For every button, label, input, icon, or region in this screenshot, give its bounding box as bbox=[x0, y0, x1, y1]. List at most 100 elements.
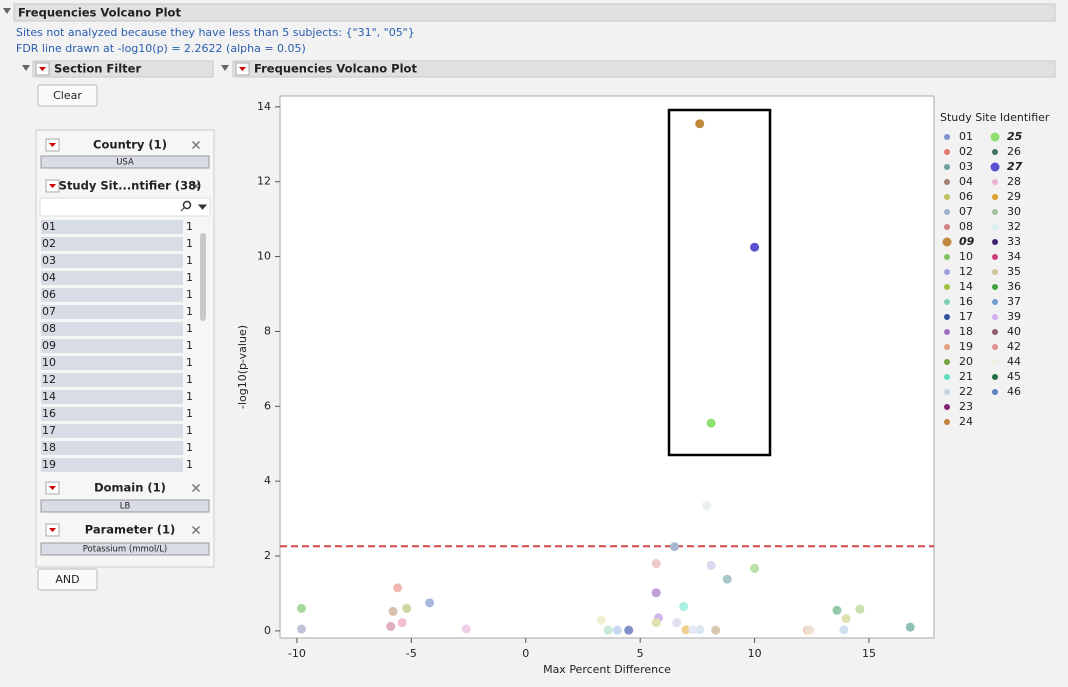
legend-label[interactable]: 46 bbox=[1007, 385, 1021, 398]
legend-label[interactable]: 39 bbox=[1007, 310, 1021, 323]
data-point[interactable] bbox=[670, 542, 680, 552]
data-point[interactable] bbox=[297, 603, 307, 613]
legend-label[interactable]: 32 bbox=[1007, 220, 1021, 233]
disclosure-icon[interactable] bbox=[221, 65, 229, 71]
close-button[interactable] bbox=[191, 181, 201, 191]
legend-label[interactable]: 06 bbox=[959, 190, 973, 203]
list-item[interactable] bbox=[41, 373, 183, 387]
and-button[interactable] bbox=[37, 568, 98, 591]
legend-label[interactable]: 20 bbox=[959, 355, 973, 368]
clear-button[interactable] bbox=[37, 84, 98, 107]
data-point[interactable] bbox=[393, 583, 403, 593]
list-item[interactable] bbox=[41, 356, 183, 370]
list-item[interactable] bbox=[41, 305, 183, 319]
scrollbar-thumb[interactable] bbox=[200, 233, 206, 321]
legend-label[interactable]: 01 bbox=[959, 130, 973, 143]
data-point[interactable] bbox=[402, 603, 412, 613]
close-button[interactable] bbox=[191, 140, 201, 150]
list-item[interactable] bbox=[41, 220, 183, 234]
legend-label[interactable]: 07 bbox=[959, 205, 973, 218]
data-point[interactable] bbox=[679, 602, 689, 612]
list-item[interactable] bbox=[41, 407, 183, 421]
legend-label[interactable]: 28 bbox=[1007, 175, 1021, 188]
list-item[interactable] bbox=[41, 339, 183, 353]
data-point[interactable] bbox=[397, 618, 407, 628]
list-item[interactable] bbox=[41, 271, 183, 285]
legend-label[interactable]: 44 bbox=[1007, 355, 1021, 368]
data-point[interactable] bbox=[706, 560, 716, 570]
data-point[interactable] bbox=[695, 119, 705, 129]
legend-label[interactable]: 34 bbox=[1007, 250, 1021, 263]
data-point[interactable] bbox=[672, 618, 682, 628]
legend-label[interactable]: 14 bbox=[959, 280, 973, 293]
section-header[interactable] bbox=[232, 60, 1056, 78]
data-point[interactable] bbox=[624, 625, 634, 635]
legend-label[interactable]: 25 bbox=[1007, 130, 1023, 143]
data-point[interactable] bbox=[805, 625, 815, 635]
legend-label[interactable]: 24 bbox=[959, 415, 973, 428]
data-point[interactable] bbox=[386, 621, 396, 631]
legend-label[interactable]: 40 bbox=[1007, 325, 1021, 338]
legend-label[interactable]: 08 bbox=[959, 220, 973, 233]
data-point[interactable] bbox=[750, 563, 760, 573]
legend-label[interactable]: 27 bbox=[1007, 160, 1023, 173]
data-point[interactable] bbox=[706, 418, 716, 428]
legend-label[interactable]: 36 bbox=[1007, 280, 1021, 293]
legend-label[interactable]: 22 bbox=[959, 385, 973, 398]
legend-label[interactable]: 45 bbox=[1007, 370, 1021, 383]
legend-label[interactable]: 10 bbox=[959, 250, 973, 263]
list-item[interactable] bbox=[41, 458, 183, 472]
data-point[interactable] bbox=[388, 606, 398, 616]
legend-label[interactable]: 30 bbox=[1007, 205, 1021, 218]
disclosure-icon[interactable] bbox=[22, 65, 30, 71]
list-item[interactable] bbox=[41, 254, 183, 268]
legend-label[interactable]: 02 bbox=[959, 145, 973, 158]
legend-label[interactable]: 37 bbox=[1007, 295, 1021, 308]
data-point[interactable] bbox=[832, 605, 842, 615]
list-item[interactable] bbox=[41, 441, 183, 455]
data-point[interactable] bbox=[612, 625, 622, 635]
data-point[interactable] bbox=[603, 625, 613, 635]
data-point[interactable] bbox=[425, 598, 435, 608]
legend-label[interactable]: 17 bbox=[959, 310, 973, 323]
legend-label[interactable]: 21 bbox=[959, 370, 973, 383]
close-button[interactable] bbox=[191, 525, 201, 535]
data-point[interactable] bbox=[596, 615, 606, 625]
legend-label[interactable]: 19 bbox=[959, 340, 973, 353]
outline-header[interactable] bbox=[13, 3, 1056, 22]
legend-label[interactable]: 35 bbox=[1007, 265, 1021, 278]
data-point[interactable] bbox=[297, 624, 307, 634]
list-item[interactable] bbox=[41, 390, 183, 404]
legend-label[interactable]: 16 bbox=[959, 295, 973, 308]
data-point[interactable] bbox=[681, 625, 691, 635]
section-header[interactable] bbox=[32, 60, 214, 78]
filter-selection[interactable] bbox=[40, 155, 210, 169]
legend-label[interactable]: 18 bbox=[959, 325, 973, 338]
legend-label[interactable]: 12 bbox=[959, 265, 973, 278]
data-point[interactable] bbox=[905, 622, 915, 632]
data-point[interactable] bbox=[711, 625, 721, 635]
legend-label[interactable]: 29 bbox=[1007, 190, 1021, 203]
data-point[interactable] bbox=[651, 588, 661, 598]
data-point[interactable] bbox=[651, 618, 661, 628]
list-item[interactable] bbox=[41, 424, 183, 438]
disclosure-icon[interactable] bbox=[3, 8, 11, 14]
data-point[interactable] bbox=[688, 625, 698, 635]
data-point[interactable] bbox=[855, 604, 865, 614]
filter-selection[interactable] bbox=[40, 499, 210, 513]
data-point[interactable] bbox=[841, 614, 851, 624]
legend-label[interactable]: 23 bbox=[959, 400, 973, 413]
list-item[interactable] bbox=[41, 288, 183, 302]
data-point[interactable] bbox=[461, 624, 471, 634]
data-point[interactable] bbox=[722, 574, 732, 584]
legend-label[interactable]: 09 bbox=[959, 235, 975, 248]
close-button[interactable] bbox=[191, 483, 201, 493]
data-point[interactable] bbox=[839, 625, 849, 635]
legend-label[interactable]: 26 bbox=[1007, 145, 1021, 158]
list-item[interactable] bbox=[41, 322, 183, 336]
legend-label[interactable]: 04 bbox=[959, 175, 973, 188]
data-point[interactable] bbox=[702, 500, 712, 510]
data-point[interactable] bbox=[750, 242, 760, 252]
legend-label[interactable]: 33 bbox=[1007, 235, 1021, 248]
data-point[interactable] bbox=[651, 559, 661, 569]
